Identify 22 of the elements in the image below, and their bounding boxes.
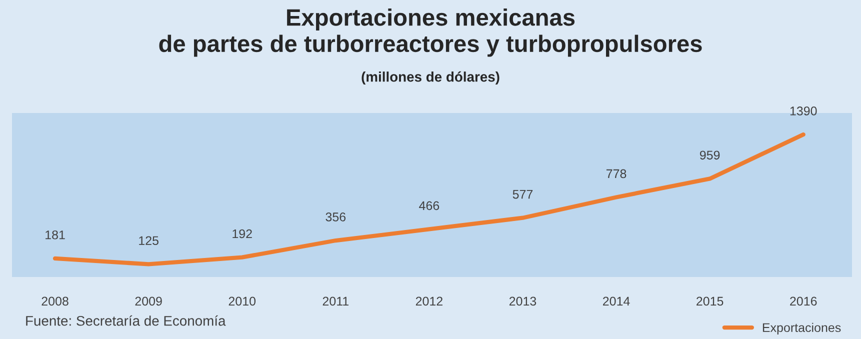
x-tick-label: 2009 bbox=[135, 296, 162, 306]
legend-label: Exportaciones bbox=[762, 322, 841, 335]
data-label: 181 bbox=[46, 230, 65, 240]
x-tick-label: 2011 bbox=[322, 296, 348, 306]
data-label: 356 bbox=[326, 212, 346, 222]
source-note: Fuente: Secretaría de Economía bbox=[26, 315, 226, 326]
x-tick-label: 2015 bbox=[696, 296, 724, 306]
x-tick-label: 2013 bbox=[509, 296, 536, 306]
x-tick-label: 2012 bbox=[416, 296, 442, 306]
x-tick-label: 2016 bbox=[790, 296, 817, 306]
data-label: 125 bbox=[139, 236, 158, 246]
x-tick-label: 2014 bbox=[603, 296, 630, 306]
data-label: 778 bbox=[606, 169, 626, 178]
data-label: 577 bbox=[512, 190, 533, 199]
chart-subtitle: (millones de dólares) bbox=[362, 71, 500, 85]
chart-title: Exportaciones mexicanas de partes de turborreactores y turbopropulsores bbox=[159, 8, 702, 57]
x-tick-label: 2010 bbox=[228, 296, 256, 306]
data-label: 192 bbox=[232, 229, 252, 238]
data-label: 1390 bbox=[790, 106, 817, 116]
data-label: 959 bbox=[700, 150, 720, 160]
x-tick-label: 2008 bbox=[42, 296, 68, 306]
data-label: 466 bbox=[419, 201, 440, 210]
